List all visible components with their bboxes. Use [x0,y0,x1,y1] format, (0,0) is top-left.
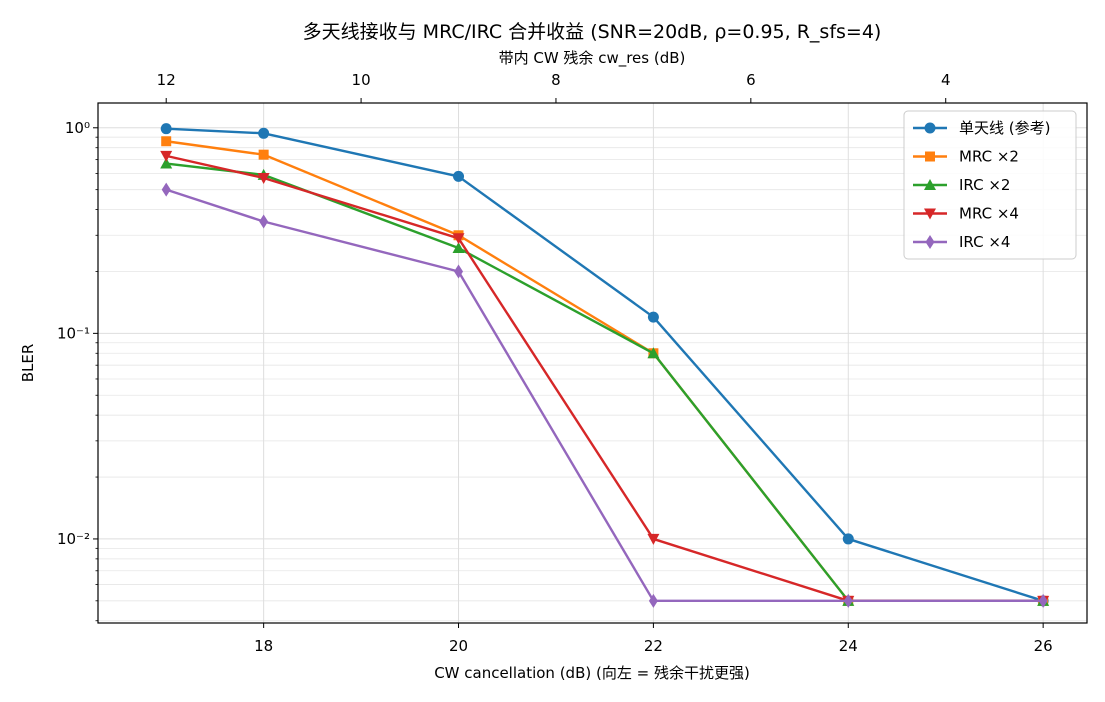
data-point [648,593,658,608]
x-tick-label: 22 [644,637,663,655]
data-point [258,149,269,160]
legend-label: 单天线 (参考) [959,119,1050,137]
series-line [166,127,1044,602]
top-axis-tick-label: 12 [157,71,176,89]
legend-label: MRC ×4 [959,205,1019,223]
data-point [160,123,172,135]
data-point [258,127,270,139]
data-point [259,214,269,229]
x-tick-label: 26 [1034,637,1053,655]
legend-marker [924,122,936,134]
series-layer [160,123,1050,608]
axis-layer: 10⁻² 10⁻¹ 10⁰ 18 20 22 24 26 12 10 8 6 4 [57,71,1053,655]
data-point [842,533,854,545]
legend-label: MRC ×2 [959,148,1019,166]
top-axis-tick-label: 10 [352,71,371,89]
series-5 [161,182,1048,608]
data-point [1038,593,1048,608]
x-tick-label: 24 [839,637,858,655]
chart-title: 多天线接收与 MRC/IRC 合并收益 (SNR=20dB, ρ=0.95, R… [303,21,882,43]
legend-label: IRC ×2 [959,176,1010,194]
legend: 单天线 (参考) MRC ×2 IRC ×2 MRC ×4 IRC ×4 [903,110,1077,260]
data-point [453,170,465,182]
data-point [452,242,465,254]
x-axis-title: CW cancellation (dB) (向左 = 残余干扰更强) [434,664,750,682]
top-axis-title: 带内 CW 残余 cw_res (dB) [499,49,686,68]
data-point [647,533,660,545]
x-tick-label: 20 [449,637,468,655]
data-point [160,157,173,169]
x-tick-label: 18 [254,637,273,655]
legend-marker [924,179,936,190]
y-tick-label: 10⁰ [65,119,90,137]
y-axis-title: BLER [19,344,37,383]
y-tick-label: 10⁻¹ [57,324,90,342]
legend-marker [925,235,935,249]
legend-box [903,110,1077,260]
legend-marker [925,151,935,162]
top-axis-tick-label: 8 [551,71,561,89]
data-point [843,593,853,608]
data-point [161,182,171,197]
data-point [452,233,465,245]
data-point [454,264,464,279]
data-point [257,172,270,184]
data-point [161,136,172,147]
y-tick-label: 10⁻² [57,530,90,548]
legend-label: IRC ×4 [959,233,1010,251]
data-point [647,347,660,359]
top-axis-tick-label: 4 [941,71,951,89]
series-line [165,188,1044,603]
data-point [160,150,173,162]
data-point [647,311,659,323]
legend-marker [924,208,936,220]
plot-frame [97,102,1088,624]
top-axis-tick-label: 6 [746,71,756,89]
